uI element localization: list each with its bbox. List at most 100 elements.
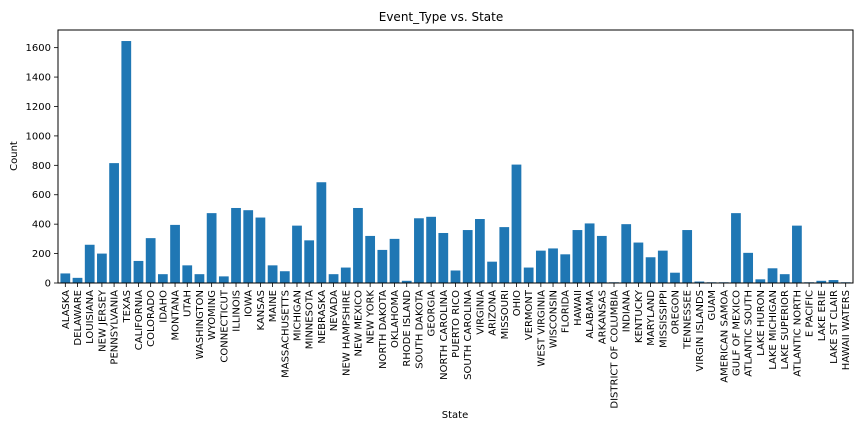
bar	[401, 280, 412, 283]
x-tick-label: FLORIDA	[561, 290, 572, 333]
bar	[121, 41, 132, 283]
bar	[377, 249, 388, 283]
bar	[450, 270, 461, 283]
x-tick-label: GUAM	[707, 290, 718, 321]
bar	[694, 281, 705, 283]
bar	[475, 219, 485, 283]
bar	[279, 271, 290, 283]
bars-group	[60, 41, 851, 283]
bar	[523, 267, 534, 283]
bar	[145, 238, 156, 283]
bar	[426, 216, 436, 283]
bar	[206, 213, 217, 283]
x-tick-label: LAKE SUPERIOR	[780, 290, 791, 369]
bar	[621, 224, 632, 283]
x-tick-label: NEW MEXICO	[353, 290, 364, 357]
x-tick-label: HAWAII WATERS	[841, 290, 852, 370]
x-tick-label: SOUTH CAROLINA	[463, 290, 474, 380]
x-tick-label: KANSAS	[256, 290, 267, 330]
bar	[779, 274, 790, 283]
bar	[60, 273, 71, 283]
bar	[633, 242, 644, 283]
bar	[596, 235, 607, 283]
y-tick-label: 0	[45, 279, 51, 290]
x-tick-label: MISSISSIPPI	[658, 290, 669, 348]
bar	[499, 227, 510, 283]
x-tick-label: LAKE ERIE	[817, 290, 828, 341]
y-tick-label: 1400	[26, 73, 51, 84]
x-tick-label: OKLAHOMA	[390, 290, 401, 348]
x-tick-label: TENNESSEE	[683, 290, 694, 350]
chart-title: Event_Type vs. State	[379, 10, 504, 24]
x-tick-label: NORTH DAKOTA	[378, 290, 389, 369]
bar	[133, 260, 144, 283]
bar	[462, 230, 473, 283]
bar	[548, 248, 558, 283]
bar	[267, 265, 278, 283]
x-axis-ticks: ALASKA DELAWARE LOUISIANA NEW JERSEY PENNSYL…	[61, 283, 852, 409]
x-tick-label: VIRGINIA	[475, 290, 486, 335]
x-tick-label: VIRGIN ISLANDS	[695, 290, 706, 372]
bar	[182, 265, 193, 283]
x-tick-label: AMERICAN SAMOA	[719, 290, 730, 383]
x-tick-label: LAKE ST CLAIR	[829, 290, 840, 364]
bar	[353, 207, 363, 283]
x-tick-label: OHIO	[512, 290, 523, 316]
bar	[304, 240, 315, 283]
x-tick-label: TEXAS	[122, 290, 133, 323]
bar	[194, 274, 205, 283]
bar	[560, 254, 571, 283]
y-axis-label: Count	[9, 141, 20, 171]
x-tick-label: NEW HAMPSHIRE	[341, 290, 352, 376]
x-tick-label: NEW JERSEY	[97, 289, 108, 352]
bar	[157, 274, 168, 283]
x-tick-label: MICHIGAN	[292, 290, 303, 341]
bar	[292, 225, 302, 283]
bar	[767, 268, 778, 283]
x-tick-label: NEW YORK	[366, 290, 377, 344]
bar	[438, 232, 449, 283]
x-tick-label: LOUISIANA	[85, 290, 96, 344]
x-tick-label: LAKE HURON	[756, 290, 767, 356]
bar	[316, 182, 327, 283]
bar	[231, 207, 241, 283]
x-tick-label: NORTH CAROLINA	[439, 290, 450, 380]
x-tick-label: OREGON	[670, 290, 681, 334]
x-tick-label: LAKE MICHIGAN	[768, 290, 779, 370]
x-tick-label: DELAWARE	[73, 290, 84, 346]
bar	[511, 164, 522, 283]
y-tick-label: 800	[32, 161, 51, 172]
y-tick-label: 600	[32, 190, 51, 201]
x-tick-label: WYOMING	[207, 290, 218, 340]
bar	[109, 163, 119, 283]
bar	[731, 213, 741, 283]
x-tick-label: ARKANSAS	[597, 290, 608, 344]
bar	[255, 217, 266, 283]
bar	[792, 225, 802, 283]
bar	[670, 272, 680, 283]
bar	[487, 261, 497, 283]
x-tick-label: COLORADO	[146, 290, 157, 347]
x-tick-label: DISTRICT OF COLUMBIA	[610, 290, 621, 409]
x-tick-label: MARYLAND	[646, 290, 657, 346]
bar	[657, 250, 668, 283]
bar	[535, 250, 546, 283]
bar	[682, 230, 693, 283]
x-tick-label: IDAHO	[158, 290, 169, 323]
x-tick-label: KENTUCKY	[634, 289, 645, 343]
bar	[218, 276, 229, 283]
bar	[170, 224, 180, 283]
x-tick-label: E PACIFIC	[805, 290, 816, 337]
x-tick-label: UTAH	[183, 290, 194, 317]
bar	[645, 257, 656, 283]
x-tick-label: NEBRASKA	[317, 290, 328, 344]
x-tick-label: ATLANTIC NORTH	[792, 290, 803, 377]
bar	[828, 280, 839, 283]
y-tick-label: 400	[32, 220, 51, 231]
x-tick-label: GEORGIA	[427, 290, 438, 337]
bar	[97, 253, 107, 283]
plot-frame	[57, 29, 854, 284]
x-tick-label: GULF OF MEXICO	[731, 290, 742, 376]
bar	[414, 218, 424, 283]
x-tick-label: WEST VIRGINIA	[536, 290, 547, 367]
